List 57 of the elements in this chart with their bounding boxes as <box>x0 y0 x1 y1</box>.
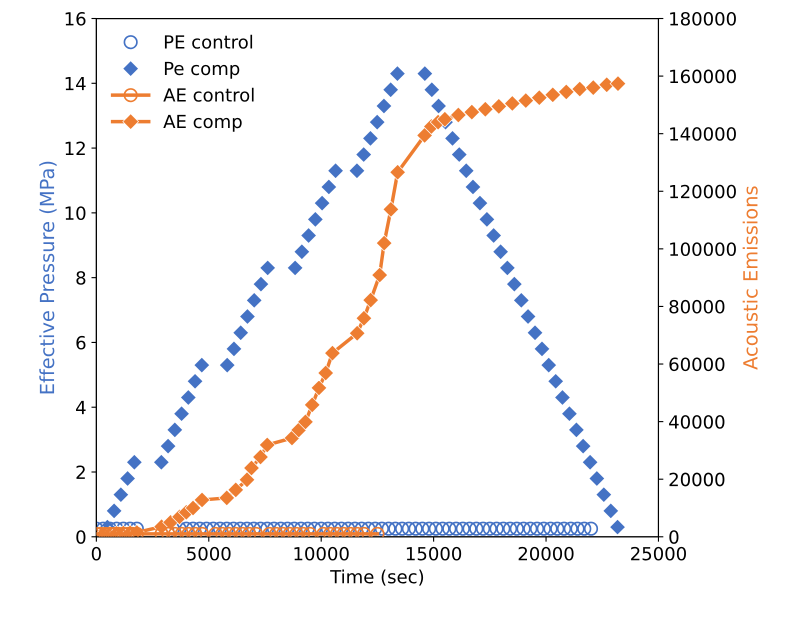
y2-tick-label: 140000 <box>670 127 736 141</box>
point <box>436 111 454 128</box>
x-tick-label: 15000 <box>406 546 462 560</box>
point <box>356 310 372 326</box>
legend-label: AE comp <box>163 114 242 132</box>
y2-axis-title: Acoustic Emissions <box>742 186 758 370</box>
y2-tick-label: 80000 <box>669 300 724 314</box>
y-tick-label: 6 <box>76 336 86 350</box>
y-tick-label: 2 <box>76 465 85 479</box>
y-tick-label: 8 <box>76 271 86 285</box>
point <box>585 79 602 96</box>
point <box>504 95 521 112</box>
x-tick-label: 10000 <box>294 546 349 560</box>
x-tick-label: 25000 <box>631 546 686 560</box>
point <box>362 292 379 308</box>
point <box>477 101 494 118</box>
legend-label: Pe comp <box>164 62 240 79</box>
y2-tick-label: 60000 <box>669 357 724 372</box>
point <box>558 84 574 100</box>
point <box>304 396 320 414</box>
y2-tick-label: 20000 <box>670 472 724 486</box>
y-tick-label: 4 <box>76 400 86 414</box>
point <box>544 86 561 104</box>
point <box>389 164 406 180</box>
point <box>450 106 467 124</box>
point <box>376 234 392 252</box>
point <box>348 325 366 342</box>
x-tick-label: 0 <box>92 546 101 560</box>
point <box>572 80 588 98</box>
point <box>610 75 626 92</box>
y-tick-label: 10 <box>66 206 86 220</box>
y-axis-title: Effective Pressure (MPa) <box>39 162 57 394</box>
point <box>416 127 433 144</box>
x-axis-title: Time (sec) <box>330 570 424 586</box>
y-tick-label: 12 <box>66 142 85 155</box>
y-tick-label: 14 <box>66 76 86 90</box>
legend-label: PE control <box>164 34 252 49</box>
y2-tick-label: 40000 <box>669 415 724 429</box>
point <box>310 380 328 396</box>
point <box>382 201 400 218</box>
y2-tick-label: 0 <box>669 530 678 544</box>
point <box>464 104 480 120</box>
point <box>531 89 548 106</box>
y2-tick-label: 160000 <box>670 70 736 84</box>
x-tick-label: 20000 <box>518 546 574 560</box>
point <box>490 98 508 115</box>
point <box>317 364 334 382</box>
y2-tick-label: 100000 <box>670 242 736 256</box>
legend-label: AE control <box>163 88 254 102</box>
y-tick-label: 0 <box>76 530 86 544</box>
y2-tick-label: 180000 <box>670 12 736 26</box>
y2-tick-label: 120000 <box>670 184 736 198</box>
point <box>518 92 534 109</box>
point <box>324 344 341 362</box>
point <box>371 266 388 284</box>
y-tick-label: 16 <box>66 12 86 26</box>
x-tick-label: 5000 <box>187 546 231 560</box>
